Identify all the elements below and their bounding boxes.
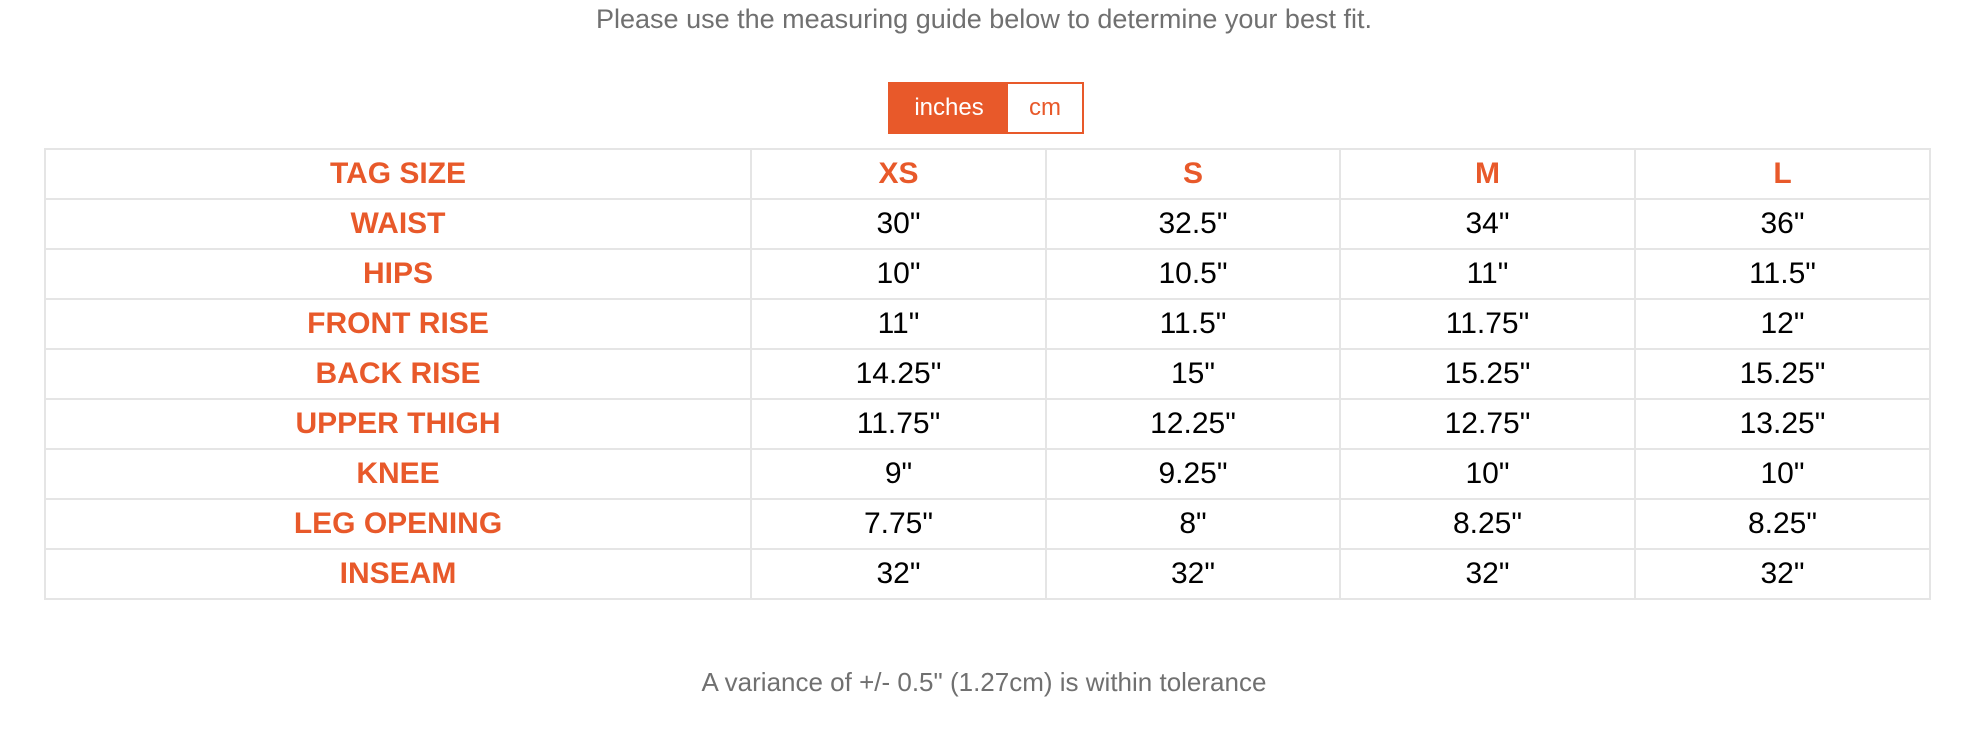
inches-button[interactable]: inches xyxy=(890,84,1008,132)
table-row: BACK RISE 14.25" 15" 15.25" 15.25" xyxy=(44,348,1931,400)
row-label: FRONT RISE xyxy=(44,298,752,350)
header-tag-size: TAG SIZE xyxy=(44,148,752,200)
row-label: INSEAM xyxy=(44,548,752,600)
header-size-l: L xyxy=(1634,148,1931,200)
measurement-cell: 8" xyxy=(1045,498,1341,550)
row-label: WAIST xyxy=(44,198,752,250)
measurement-cell: 12.25" xyxy=(1045,398,1341,450)
tolerance-note: A variance of +/- 0.5" (1.27cm) is withi… xyxy=(701,667,1267,697)
row-label: HIPS xyxy=(44,248,752,300)
measurement-cell: 11.75" xyxy=(1339,298,1636,350)
table-header-row: TAG SIZE XS S M L xyxy=(44,148,1931,200)
measurement-cell: 12" xyxy=(1634,298,1931,350)
measurement-cell: 15.25" xyxy=(1339,348,1636,400)
measurement-cell: 12.75" xyxy=(1339,398,1636,450)
table-row: KNEE 9" 9.25" 10" 10" xyxy=(44,448,1931,500)
measurement-cell: 32" xyxy=(1634,548,1931,600)
table-row: FRONT RISE 11" 11.5" 11.75" 12" xyxy=(44,298,1931,350)
measurement-cell: 34" xyxy=(1339,198,1636,250)
measurement-cell: 36" xyxy=(1634,198,1931,250)
table-row: INSEAM 32" 32" 32" 32" xyxy=(44,548,1931,600)
measurement-cell: 10" xyxy=(1634,448,1931,500)
measurement-cell: 30" xyxy=(750,198,1047,250)
row-label: UPPER THIGH xyxy=(44,398,752,450)
measurement-cell: 7.75" xyxy=(750,498,1047,550)
row-label: KNEE xyxy=(44,448,752,500)
measurement-cell: 13.25" xyxy=(1634,398,1931,450)
header-size-m: M xyxy=(1339,148,1636,200)
header-size-s: S xyxy=(1045,148,1341,200)
measurement-cell: 32.5" xyxy=(1045,198,1341,250)
row-label: LEG OPENING xyxy=(44,498,752,550)
measurement-cell: 11.75" xyxy=(750,398,1047,450)
cm-button[interactable]: cm xyxy=(1008,84,1082,132)
measurement-cell: 14.25" xyxy=(750,348,1047,400)
measurement-cell: 10" xyxy=(750,248,1047,300)
measurement-cell: 11" xyxy=(750,298,1047,350)
measurement-cell: 15" xyxy=(1045,348,1341,400)
table-row: WAIST 30" 32.5" 34" 36" xyxy=(44,198,1931,250)
size-chart-table: TAG SIZE XS S M L WAIST 30" 32.5" 34" 36" HIP… xyxy=(44,148,1931,600)
row-label: BACK RISE xyxy=(44,348,752,400)
measurement-cell: 11.5" xyxy=(1634,248,1931,300)
measurement-cell: 32" xyxy=(1045,548,1341,600)
header-size-xs: XS xyxy=(750,148,1047,200)
measurement-cell: 10" xyxy=(1339,448,1636,500)
measurement-cell: 32" xyxy=(750,548,1047,600)
measurement-cell: 8.25" xyxy=(1634,498,1931,550)
measurement-cell: 10.5" xyxy=(1045,248,1341,300)
table-row: HIPS 10" 10.5" 11" 11.5" xyxy=(44,248,1931,300)
measurement-cell: 9" xyxy=(750,448,1047,500)
measurement-cell: 32" xyxy=(1339,548,1636,600)
table-row: UPPER THIGH 11.75" 12.25" 12.75" 13.25" xyxy=(44,398,1931,450)
measurement-cell: 11" xyxy=(1339,248,1636,300)
measurement-cell: 8.25" xyxy=(1339,498,1636,550)
measuring-guide-intro: Please use the measuring guide below to … xyxy=(596,4,1372,34)
measurement-cell: 9.25" xyxy=(1045,448,1341,500)
measurement-cell: 11.5" xyxy=(1045,298,1341,350)
unit-toggle: inches cm xyxy=(888,82,1084,134)
table-row: LEG OPENING 7.75" 8" 8.25" 8.25" xyxy=(44,498,1931,550)
measurement-cell: 15.25" xyxy=(1634,348,1931,400)
